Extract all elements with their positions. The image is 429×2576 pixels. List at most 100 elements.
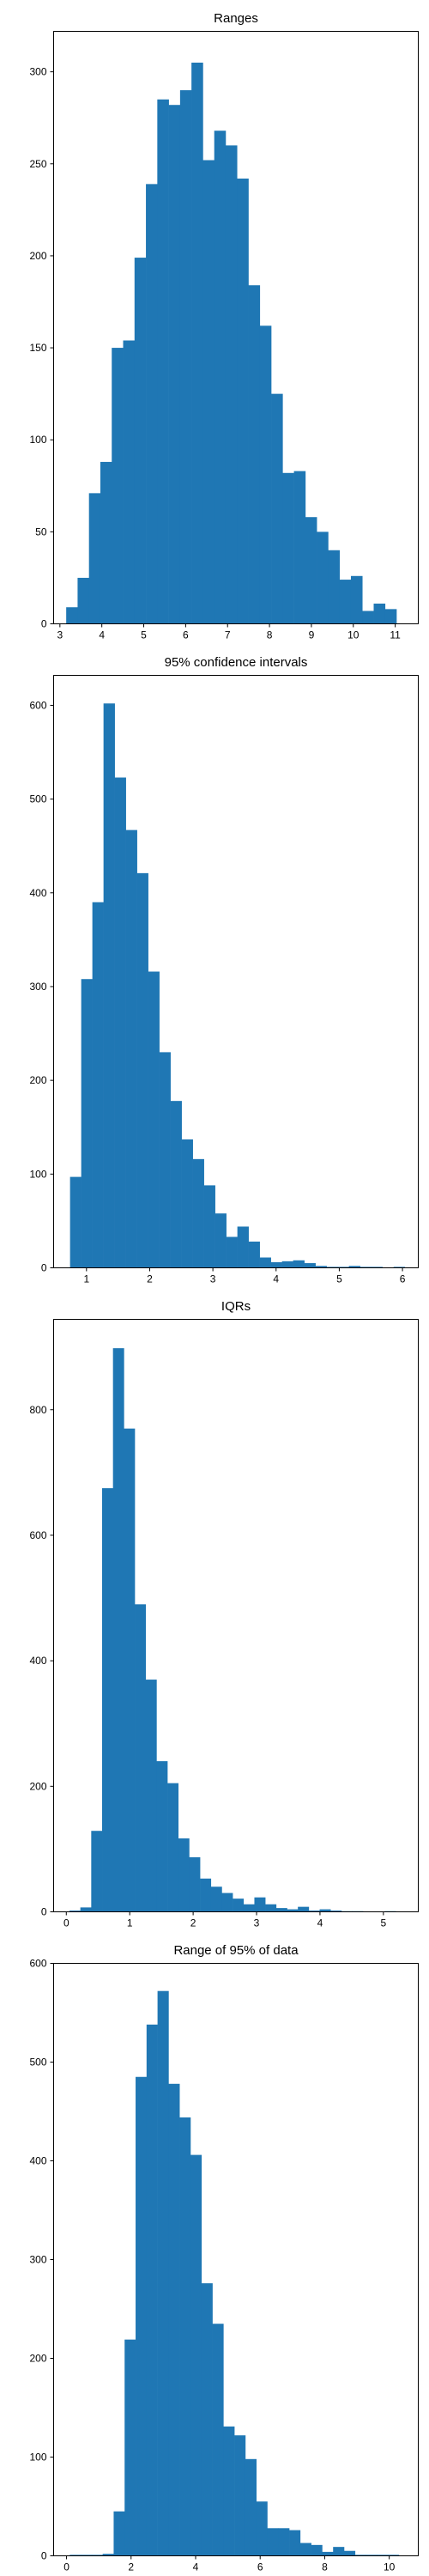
- bar-range-95-data-10: [179, 2117, 191, 2556]
- bar-ranges-23: [328, 550, 340, 624]
- bars-confidence-intervals: [69, 703, 405, 1268]
- x-tick-label-confidence-intervals-0: 1: [83, 1273, 89, 1285]
- bar-iqrs-15: [233, 1899, 245, 1912]
- x-tick-label-iqrs-1: 1: [127, 1917, 133, 1929]
- x-ticks-ranges: 3 4 5 6 7 8 9 10 11: [57, 623, 401, 641]
- x-tick-label-confidence-intervals-2: 3: [210, 1273, 216, 1285]
- x-tick-label-iqrs-5: 5: [381, 1917, 387, 1929]
- bars-range-95-data: [69, 1990, 400, 2556]
- x-ticks-range-95-data: 0 2 4 6 8 10: [63, 2555, 396, 2573]
- y-tick-label-confidence-intervals-4: 400: [29, 887, 46, 899]
- bar-confidence-intervals-17: [259, 1257, 271, 1268]
- bar-ranges-1: [77, 577, 89, 624]
- bar-ranges-0: [66, 607, 78, 624]
- bar-iqrs-17: [254, 1897, 266, 1912]
- y-tick-label-ranges-1: 50: [35, 526, 47, 538]
- bar-iqrs-7: [145, 1680, 157, 1912]
- axes-frame-iqrs: [53, 1319, 419, 1912]
- y-tick-label-iqrs-4: 800: [29, 1404, 46, 1416]
- bar-iqrs-6: [135, 1604, 147, 1912]
- bar-range-95-data-12: [201, 2283, 213, 2556]
- x-tick-label-range-95-data-1: 2: [128, 2561, 134, 2573]
- bar-confidence-intervals-22: [315, 1266, 327, 1268]
- bar-range-95-data-8: [157, 1990, 169, 2556]
- bar-ranges-11: [191, 62, 203, 624]
- x-tick-label-range-95-data-3: 6: [257, 2561, 263, 2573]
- bar-iqrs-2: [91, 1831, 103, 1912]
- bar-iqrs-23: [319, 1909, 331, 1912]
- x-tick-label-ranges-1: 4: [99, 629, 105, 641]
- bar-range-95-data-19: [278, 2528, 290, 2556]
- bar-confidence-intervals-15: [237, 1226, 249, 1268]
- x-tick-label-ranges-6: 9: [309, 629, 315, 641]
- y-tick-label-confidence-intervals-3: 300: [29, 981, 46, 993]
- bar-ranges-4: [112, 348, 124, 624]
- y-ticks-ranges: 0 50 100 150 200 250 300: [29, 66, 54, 630]
- bar-ranges-28: [384, 609, 397, 624]
- x-tick-label-confidence-intervals-1: 2: [147, 1273, 153, 1285]
- bar-confidence-intervals-6: [136, 872, 148, 1268]
- bar-iqrs-9: [167, 1783, 179, 1912]
- bar-ranges-8: [157, 99, 169, 624]
- bar-ranges-5: [123, 340, 136, 624]
- bar-confidence-intervals-10: [181, 1139, 193, 1268]
- bar-range-95-data-25: [344, 2550, 356, 2556]
- bar-range-95-data-9: [168, 2083, 180, 2556]
- bar-confidence-intervals-16: [248, 1241, 260, 1268]
- bar-range-95-data-4: [113, 2511, 125, 2556]
- bar-iqrs-21: [298, 1906, 310, 1912]
- y-tick-label-confidence-intervals-5: 500: [29, 793, 46, 805]
- bar-range-95-data-21: [299, 2543, 311, 2556]
- y-tick-label-range-95-data-0: 0: [41, 2550, 47, 2562]
- bar-confidence-intervals-18: [270, 1261, 282, 1268]
- bar-confidence-intervals-21: [304, 1263, 316, 1268]
- y-tick-label-ranges-2: 100: [29, 434, 46, 446]
- bar-confidence-intervals-5: [125, 829, 137, 1268]
- x-tick-label-ranges-7: 10: [347, 629, 360, 641]
- bar-iqrs-14: [221, 1893, 233, 1912]
- bar-iqrs-5: [124, 1428, 136, 1912]
- x-tick-label-range-95-data-2: 4: [193, 2561, 199, 2573]
- bar-ranges-10: [179, 90, 192, 624]
- y-tick-label-range-95-data-4: 400: [29, 2155, 46, 2167]
- bar-confidence-intervals-14: [226, 1236, 238, 1268]
- x-tick-label-confidence-intervals-5: 6: [400, 1273, 406, 1285]
- bar-range-95-data-15: [234, 2435, 246, 2556]
- y-tick-label-ranges-5: 250: [29, 158, 46, 170]
- x-tick-label-ranges-4: 7: [225, 629, 231, 641]
- y-tick-label-iqrs-1: 200: [29, 1780, 46, 1792]
- bar-ranges-22: [317, 532, 329, 624]
- bar-confidence-intervals-1: [81, 979, 93, 1268]
- bar-confidence-intervals-8: [159, 1052, 171, 1268]
- y-tick-label-range-95-data-3: 300: [29, 2254, 46, 2266]
- bar-ranges-6: [134, 258, 147, 624]
- x-tick-label-ranges-5: 8: [267, 629, 273, 641]
- bar-range-95-data-14: [223, 2426, 235, 2556]
- bar-range-95-data-3: [102, 2554, 114, 2556]
- bar-ranges-17: [259, 325, 272, 624]
- bar-ranges-20: [293, 471, 306, 624]
- bar-confidence-intervals-9: [170, 1101, 182, 1268]
- bar-iqrs-11: [189, 1856, 201, 1912]
- bar-range-95-data-18: [267, 2528, 279, 2556]
- x-tick-label-confidence-intervals-3: 4: [273, 1273, 279, 1285]
- x-ticks-iqrs: 0 1 2 3 4 5: [63, 1911, 387, 1929]
- bar-range-95-data-23: [322, 2551, 334, 2556]
- x-tick-label-iqrs-4: 4: [317, 1917, 323, 1929]
- x-tick-label-ranges-8: 11: [390, 629, 401, 641]
- bar-range-95-data-20: [289, 2530, 301, 2556]
- y-tick-label-range-95-data-6: 600: [29, 1958, 46, 1970]
- y-tick-label-ranges-0: 0: [41, 618, 47, 630]
- bar-confidence-intervals-12: [203, 1185, 215, 1268]
- axes-frame-range-95-data: [53, 1963, 419, 2556]
- x-tick-label-range-95-data-4: 8: [322, 2561, 328, 2573]
- bar-iqrs-13: [210, 1886, 222, 1912]
- x-tick-label-iqrs-2: 2: [190, 1917, 196, 1929]
- bar-range-95-data-16: [245, 2458, 257, 2556]
- bar-confidence-intervals-20: [293, 1260, 305, 1268]
- bar-iqrs-8: [156, 1761, 168, 1912]
- bar-confidence-intervals-4: [114, 777, 126, 1268]
- bar-ranges-7: [146, 184, 158, 624]
- bar-ranges-25: [350, 575, 363, 624]
- y-tick-label-iqrs-3: 600: [29, 1529, 46, 1541]
